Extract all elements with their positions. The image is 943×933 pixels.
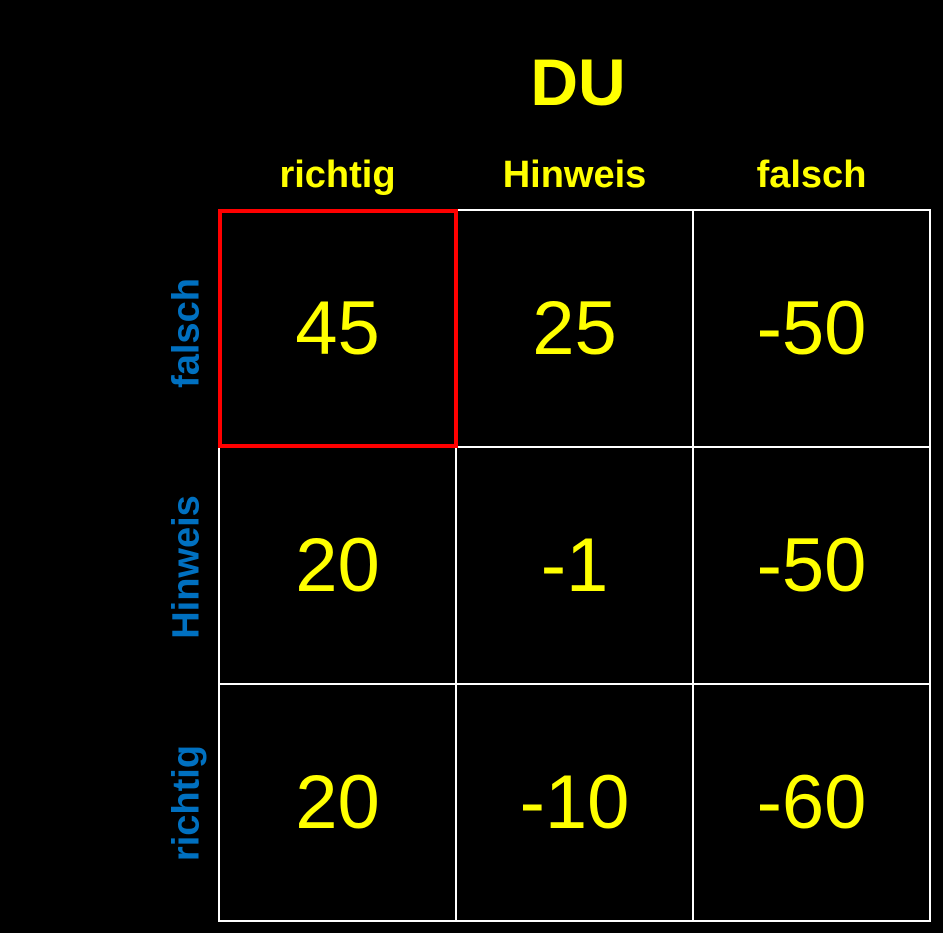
matrix-cell: -50 — [692, 209, 931, 448]
matrix-cell: -60 — [692, 683, 931, 922]
matrix-cell: 25 — [455, 209, 694, 448]
column-header-falsch: falsch — [756, 154, 867, 196]
highlight-box — [218, 209, 458, 448]
matrix-cell: -10 — [455, 683, 694, 922]
matrix-title: DU — [530, 45, 626, 119]
payoff-matrix: 45 25 -50 20 -1 -50 20 -10 -60 — [218, 209, 931, 922]
matrix-cell: 20 — [218, 683, 457, 922]
matrix-cell: -1 — [455, 446, 694, 685]
column-header-richtig: richtig — [279, 154, 396, 196]
matrix-cell: -50 — [692, 446, 931, 685]
row-header-label: richtig — [165, 744, 208, 862]
row-header-label: falsch — [165, 278, 208, 388]
column-header-hinweis: Hinweis — [502, 154, 647, 196]
row-header-label: Hinweis — [165, 495, 208, 639]
matrix-cell: 20 — [218, 446, 457, 685]
